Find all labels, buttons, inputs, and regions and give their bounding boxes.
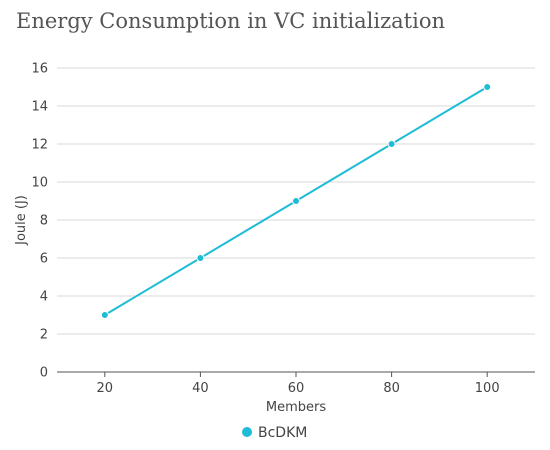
- x-axis-ticks: 20 40 60 80 100: [97, 372, 500, 396]
- legend-label: BcDKM: [258, 425, 307, 441]
- y-axis-label: Joule (J): [14, 195, 29, 246]
- y-tick-label: 10: [31, 176, 48, 191]
- y-tick-label: 6: [40, 252, 48, 267]
- data-point[interactable]: [387, 140, 396, 148]
- data-point[interactable]: [483, 83, 492, 91]
- y-tick-label: 0: [40, 366, 48, 381]
- y-tick-label: 4: [40, 290, 48, 305]
- x-tick-label: 60: [288, 381, 305, 396]
- y-tick-label: 8: [40, 214, 48, 229]
- y-tick-label: 12: [31, 138, 48, 153]
- y-tick-label: 16: [31, 62, 48, 77]
- legend[interactable]: BcDKM: [242, 425, 307, 441]
- legend-marker: [242, 427, 252, 437]
- data-point[interactable]: [196, 254, 205, 262]
- x-tick-label: 80: [383, 381, 400, 396]
- data-point[interactable]: [100, 311, 109, 319]
- y-tick-label: 2: [40, 328, 48, 343]
- y-tick-label: 14: [31, 100, 48, 115]
- data-point[interactable]: [292, 197, 300, 205]
- series-layer: [100, 83, 492, 319]
- gridlines: [57, 67, 535, 373]
- chart-title: Energy Consumption in VC initialization: [16, 9, 445, 33]
- x-tick-label: 20: [97, 381, 114, 396]
- x-tick-label: 100: [475, 381, 500, 396]
- x-tick-label: 40: [192, 381, 209, 396]
- y-axis-ticks: 0 2 4 6 8 10 12 14 16: [31, 62, 48, 381]
- x-axis-label: Members: [266, 400, 326, 415]
